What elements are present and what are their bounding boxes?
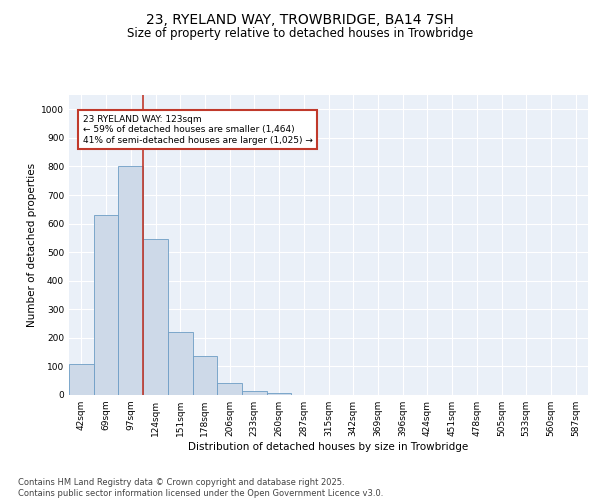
Bar	[267, 392, 292, 395]
Bar	[94, 215, 118, 395]
Bar	[168, 332, 193, 395]
Bar	[193, 356, 217, 395]
Text: Size of property relative to detached houses in Trowbridge: Size of property relative to detached ho…	[127, 28, 473, 40]
Text: 23 RYELAND WAY: 123sqm
← 59% of detached houses are smaller (1,464)
41% of semi-: 23 RYELAND WAY: 123sqm ← 59% of detached…	[83, 115, 313, 145]
Text: Contains HM Land Registry data © Crown copyright and database right 2025.
Contai: Contains HM Land Registry data © Crown c…	[18, 478, 383, 498]
Text: 23, RYELAND WAY, TROWBRIDGE, BA14 7SH: 23, RYELAND WAY, TROWBRIDGE, BA14 7SH	[146, 12, 454, 26]
Y-axis label: Number of detached properties: Number of detached properties	[27, 163, 37, 327]
Bar	[143, 240, 168, 395]
X-axis label: Distribution of detached houses by size in Trowbridge: Distribution of detached houses by size …	[188, 442, 469, 452]
Bar	[118, 166, 143, 395]
Bar	[69, 364, 94, 395]
Bar	[242, 390, 267, 395]
Bar	[217, 383, 242, 395]
